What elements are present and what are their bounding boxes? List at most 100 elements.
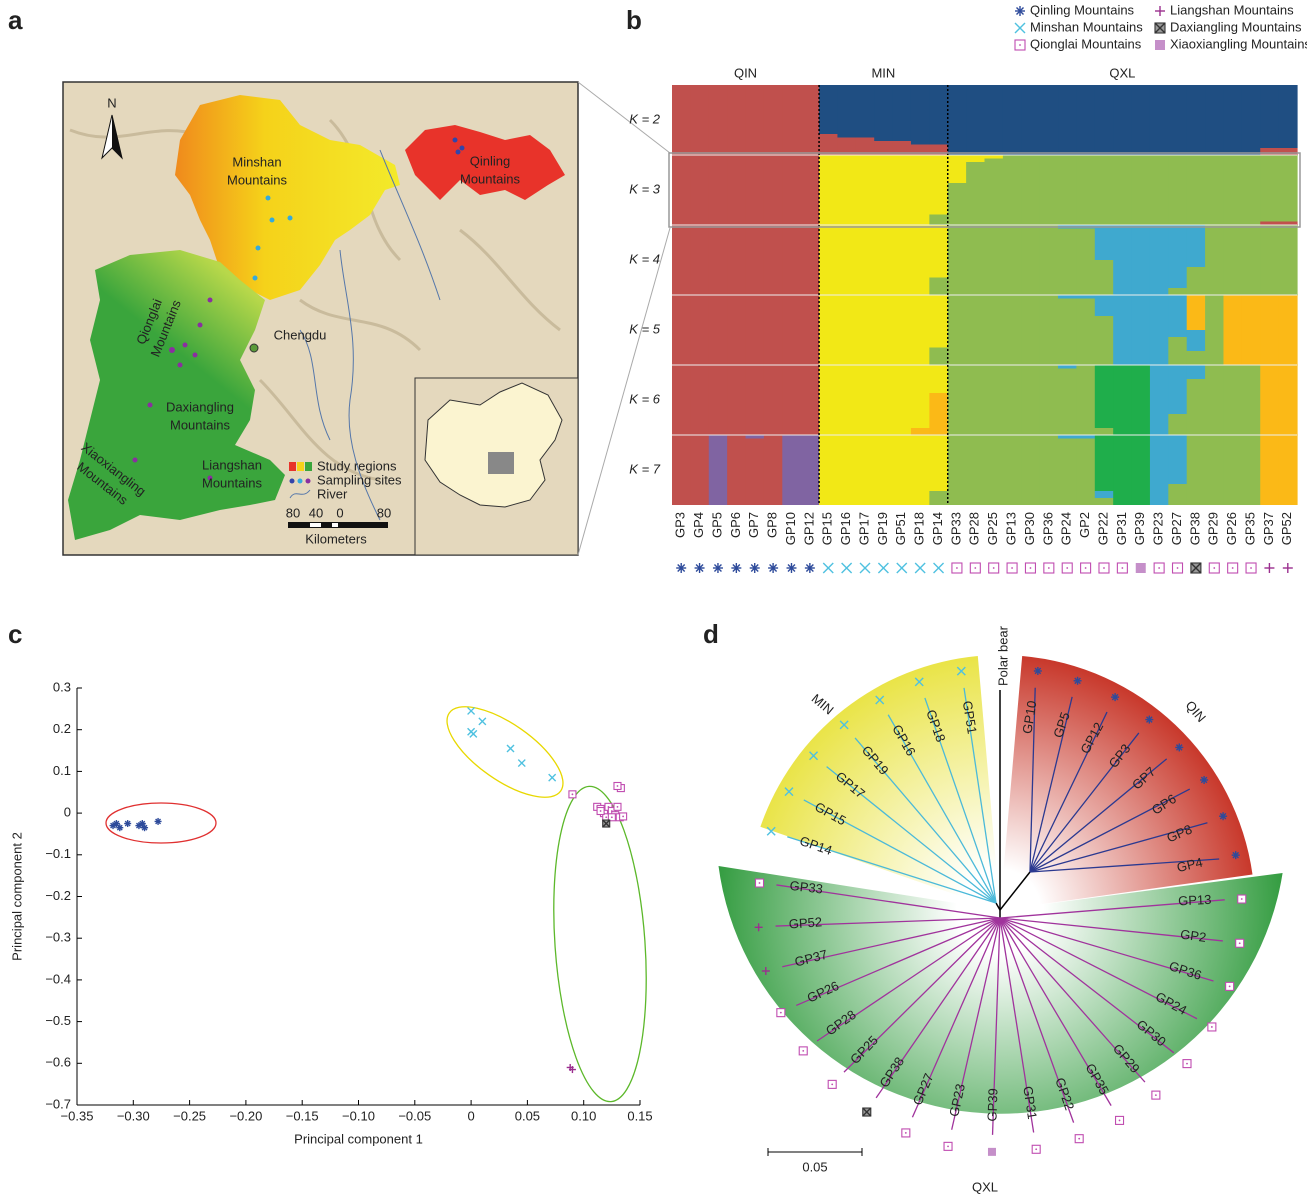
admixture-segment	[1058, 85, 1077, 155]
marker-dot	[1019, 44, 1021, 46]
sample-marker	[1191, 563, 1201, 573]
admixture-segment	[1021, 225, 1040, 295]
sample-label: GP8	[765, 512, 780, 538]
data-point	[620, 813, 627, 820]
admixture-segment	[1040, 85, 1059, 155]
map-label: Mountains	[202, 475, 262, 490]
admixture-segment	[948, 365, 967, 435]
sample-label: GP39	[1132, 512, 1147, 545]
admixture-segment	[1132, 365, 1151, 435]
admixture-segment	[1279, 85, 1298, 148]
data-point	[569, 791, 576, 798]
marker-dot	[802, 1050, 804, 1052]
sample-marker	[695, 563, 705, 573]
admixture-segment	[1168, 295, 1187, 337]
admixture-segment	[1223, 365, 1242, 435]
admixture-segment	[837, 435, 856, 505]
admixture-segment	[709, 225, 728, 295]
admixture-segment	[819, 225, 838, 295]
admixture-segment	[782, 155, 801, 225]
sample-label: GP33	[948, 512, 963, 545]
admixture-segment	[1113, 225, 1132, 295]
leaf-marker	[1226, 982, 1234, 990]
admixture-segment	[948, 295, 967, 365]
marker-dot	[617, 785, 619, 787]
sample-marker	[1081, 563, 1091, 573]
sample-marker	[823, 563, 833, 573]
sample-marker	[1099, 563, 1109, 573]
leaf-marker	[988, 1148, 996, 1156]
admixture-segment	[1003, 225, 1022, 295]
admixture-segment	[1113, 155, 1132, 225]
admixture-segment	[1003, 85, 1022, 155]
sample-marker	[842, 563, 852, 573]
legend-label: Xiaoxiangling Mountains	[1170, 36, 1307, 51]
sample-marker	[1117, 563, 1127, 573]
x-axis-title: Principal component 1	[294, 1131, 423, 1146]
sample-label: GP4	[691, 512, 706, 538]
admixture-segment	[929, 348, 948, 366]
legend-label: Qinling Mountains	[1030, 2, 1135, 17]
admixture-segment	[856, 295, 875, 365]
admixture-segment	[1076, 435, 1095, 439]
map-label: Mountains	[227, 172, 287, 187]
leaf-marker	[1116, 1116, 1124, 1124]
marker-dot	[1085, 567, 1087, 569]
admixture-segment	[709, 295, 728, 365]
sample-marker	[731, 563, 741, 573]
admixture-segment	[893, 435, 912, 505]
sample-label: GP3	[673, 512, 688, 538]
legend-marker	[1155, 6, 1165, 16]
admixture-segment	[819, 365, 838, 435]
admixture-segment	[1132, 85, 1151, 155]
admixture-segment	[1095, 491, 1114, 498]
sample-label: GP14	[930, 512, 945, 545]
admixture-segment	[1150, 155, 1169, 225]
cluster-ellipse	[106, 803, 216, 843]
admixture-segment	[1242, 155, 1261, 225]
sample-marker	[878, 563, 888, 573]
admixture-segment	[1168, 365, 1187, 414]
sample-label: GP18	[912, 512, 927, 545]
admixture-segment	[911, 435, 930, 505]
admixture-segment	[837, 85, 856, 138]
page: {"panel_labels": ["a", "b", "c", "d"], "…	[0, 0, 1307, 1196]
x-tick-label: −0.05	[398, 1108, 431, 1123]
marker-box	[1155, 40, 1165, 50]
leaf-marker	[1208, 1023, 1216, 1031]
y-tick-label: 0.1	[53, 763, 71, 778]
sample-marker	[970, 563, 980, 573]
admixture-segment	[948, 435, 967, 505]
admixture-segment	[1242, 295, 1261, 365]
admixture-segment	[929, 365, 948, 393]
marker-dot	[1030, 567, 1032, 569]
admixture-segment	[690, 85, 709, 155]
legend-label: Minshan Mountains	[1030, 19, 1143, 34]
admixture-segment	[1113, 365, 1132, 435]
y-tick-label: 0.2	[53, 721, 71, 736]
admixture-segment	[1040, 435, 1059, 505]
leaf-marker	[1236, 939, 1244, 947]
admixture-segment	[1187, 85, 1206, 155]
admixture-segment	[764, 155, 783, 225]
sample-marker	[1246, 563, 1256, 573]
sample-marker	[952, 563, 962, 573]
admixture-segment	[819, 155, 838, 225]
admixture-segment	[1260, 85, 1279, 148]
marker-dot	[1229, 985, 1231, 987]
panel-label: b	[626, 5, 642, 35]
marker-dot	[956, 567, 958, 569]
admixture-segment	[801, 85, 820, 155]
admixture-segment	[1260, 225, 1279, 295]
leaf-label: GP39	[984, 1088, 1000, 1122]
sample-label: GP15	[820, 512, 835, 545]
scale-bar-label: 0.05	[802, 1159, 827, 1174]
admixture-segment	[837, 295, 856, 365]
sample-marker	[860, 563, 870, 573]
admixture-segment	[782, 225, 801, 295]
figure: a b c d	[0, 0, 1307, 1196]
sample-label: GP10	[783, 512, 798, 545]
sample-marker	[1025, 563, 1035, 573]
admixture-segment	[1058, 155, 1077, 225]
outgroup-label: Polar bear	[995, 625, 1010, 686]
